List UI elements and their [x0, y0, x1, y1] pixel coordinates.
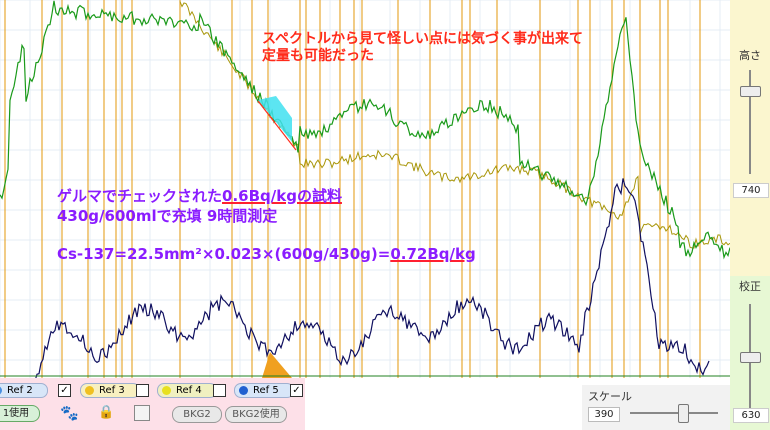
ref3-icon	[85, 386, 94, 395]
scale-control: スケール 390	[582, 385, 730, 430]
ref4-checkbox[interactable]	[213, 384, 226, 397]
calibration-slider-thumb[interactable]	[740, 352, 761, 363]
difference-spectrum-line	[35, 178, 710, 378]
peak-area-marker	[262, 352, 292, 378]
ref4-label: Ref 4	[176, 385, 202, 396]
sample-spectrum-line	[0, 0, 730, 260]
formula-result: 0.72Bq/kg	[390, 245, 476, 263]
ref5-button[interactable]: Ref 5	[234, 383, 294, 398]
sample-annotation: ゲルマでチェックされた0.6Bq/kgの試料 430g/600mlで充填 9時間…	[57, 186, 342, 226]
right-panel: 高さ 740 校正 630	[730, 0, 770, 430]
ref3-label: Ref 3	[99, 385, 125, 396]
height-label: 高さ	[739, 49, 761, 62]
lock-icon[interactable]: 🔒	[98, 405, 115, 420]
cs137-peak-highlight	[258, 96, 292, 142]
sample-annotation-text: ゲルマでチェックされた	[57, 187, 223, 205]
reference-spectrum-line	[179, 1, 730, 249]
ref2-icon	[0, 386, 2, 395]
scale-slider-thumb[interactable]	[678, 404, 689, 423]
bkg2-use-button[interactable]: BKG2使用	[225, 406, 287, 423]
ref2-label: Ref 2	[7, 385, 33, 396]
scale-value: 390	[588, 407, 620, 422]
sample-annotation-underlined: 0.6Bq/kgの試料	[222, 187, 342, 205]
ref2-checkbox[interactable]: ✓	[58, 384, 71, 397]
red-annotation-line1: スペクトルから見て怪しい点には気づく事が出来て	[262, 31, 584, 47]
calibration-panel: 校正 630	[730, 276, 770, 430]
calibration-label: 校正	[739, 280, 761, 293]
ref2-button[interactable]: Ref 2	[0, 383, 48, 398]
red-annotation-line2: 定量も可能だった	[262, 48, 374, 64]
ref5-icon	[239, 386, 248, 395]
height-slider-track[interactable]	[749, 70, 751, 174]
scale-slider-track[interactable]	[630, 412, 718, 414]
peak-baseline	[257, 100, 297, 151]
sample-annotation-line2: 430g/600mlで充填 9時間測定	[57, 207, 278, 225]
paw-icon[interactable]: 🐾	[60, 404, 79, 422]
ref3-button[interactable]: Ref 3	[80, 383, 140, 398]
formula-text: Cs-137=22.5mm²×0.023×(600g/430g)=	[57, 245, 391, 263]
ref-row: Ref 2 ✓ Ref 3 Ref 4 Ref 5 ✓	[0, 378, 305, 400]
sample-annotation-line1: ゲルマでチェックされた0.6Bq/kgの試料	[57, 186, 342, 206]
ref5-checkbox[interactable]: ✓	[290, 384, 303, 397]
red-annotation: スペクトルから見て怪しい点には気づく事が出来て 定量も可能だった	[262, 31, 583, 65]
ref5-label: Ref 5	[253, 385, 279, 396]
height-panel: 高さ 740	[730, 0, 770, 276]
spectrum-chart	[0, 0, 730, 378]
calibration-value: 630	[733, 408, 769, 423]
formula-annotation: Cs-137=22.5mm²×0.023×(600g/430g)=0.72Bq/…	[57, 245, 476, 263]
ref4-icon	[162, 386, 171, 395]
ref4-button[interactable]: Ref 4	[157, 383, 217, 398]
height-value: 740	[733, 183, 769, 198]
spectrum-plot[interactable]	[0, 0, 730, 378]
icon-row: 1使用 🐾 🔒 BKG2 BKG2使用	[0, 400, 305, 430]
scale-label: スケール	[588, 390, 632, 403]
bkg1-use-button[interactable]: 1使用	[0, 405, 40, 422]
ref3-checkbox[interactable]	[136, 384, 149, 397]
bkg2-button[interactable]: BKG2	[172, 406, 222, 423]
clipboard-icon[interactable]	[134, 405, 150, 421]
height-slider-thumb[interactable]	[740, 86, 761, 97]
